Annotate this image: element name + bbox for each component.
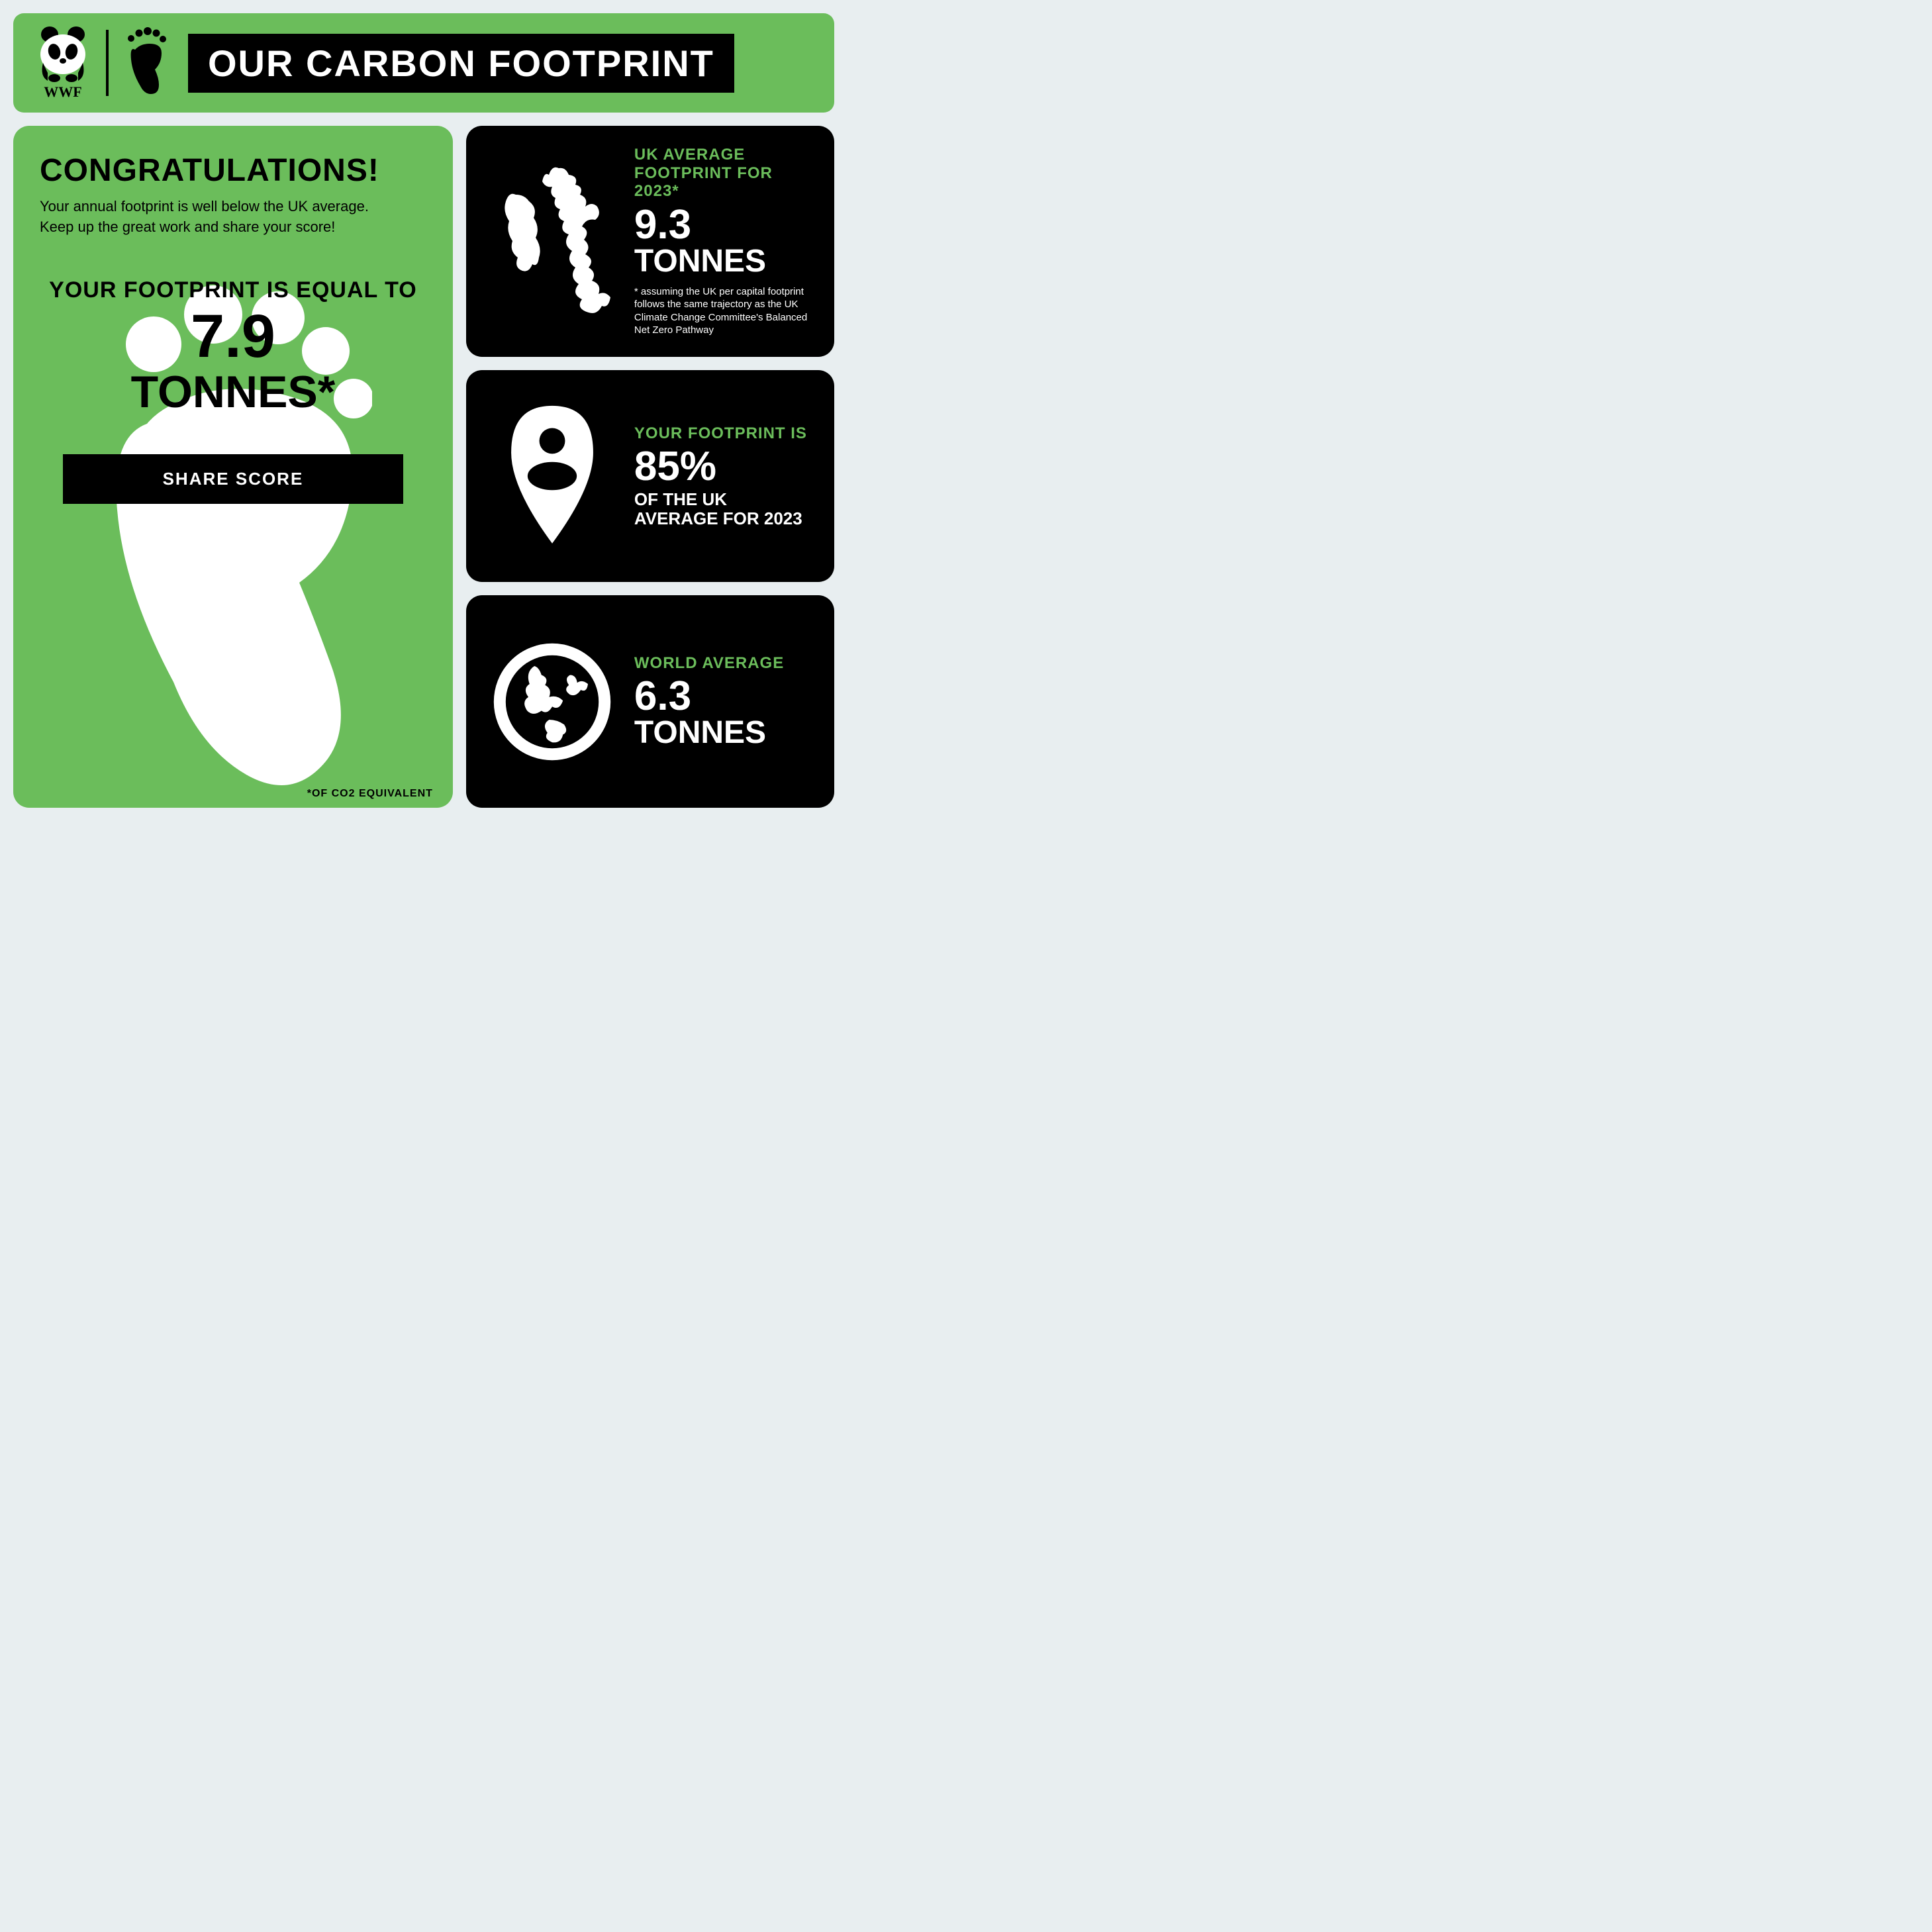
- person-pin-icon: [486, 393, 618, 559]
- world-value: 6.3: [634, 676, 814, 717]
- percent-value: 85%: [634, 446, 814, 487]
- header-bar: WWF OUR CARBON FOOTPRINT: [13, 13, 834, 113]
- wwf-panda-logo: WWF: [33, 26, 93, 99]
- footprint-label: YOUR FOOTPRINT IS EQUAL TO: [40, 277, 426, 303]
- content-grid: CONGRATULATIONS! Your annual footprint i…: [13, 126, 834, 808]
- co2-footnote: *OF CO2 EQUIVALENT: [307, 788, 433, 800]
- footprint-result: YOUR FOOTPRINT IS EQUAL TO 7.9 TONNES*: [40, 277, 426, 414]
- world-unit: TONNES: [634, 717, 814, 749]
- world-label: WORLD AVERAGE: [634, 654, 814, 673]
- uk-fineprint: * assuming the UK per capital footprint …: [634, 285, 814, 337]
- footprint-unit: TONNES*: [40, 369, 426, 414]
- uk-map-icon: [486, 158, 618, 324]
- stat-card-uk: UK AVERAGE FOOTPRINT FOR 2023* 9.3 TONNE…: [466, 126, 834, 357]
- congrats-heading: CONGRATULATIONS!: [40, 152, 426, 189]
- congrats-body: Your annual footprint is well below the …: [40, 197, 388, 238]
- uk-unit: TONNES: [634, 246, 814, 277]
- stat-card-world: WORLD AVERAGE 6.3 TONNES: [466, 595, 834, 808]
- percent-sub: OF THE UK AVERAGE FOR 2023: [634, 490, 814, 528]
- footprint-value: 7.9: [40, 306, 426, 367]
- logo-divider: [106, 30, 109, 96]
- svg-text:WWF: WWF: [44, 83, 81, 99]
- result-panel: CONGRATULATIONS! Your annual footprint i…: [13, 126, 453, 808]
- stats-column: UK AVERAGE FOOTPRINT FOR 2023* 9.3 TONNE…: [466, 126, 834, 808]
- uk-label: UK AVERAGE FOOTPRINT FOR 2023*: [634, 146, 814, 201]
- page-title: OUR CARBON FOOTPRINT: [188, 34, 734, 93]
- footprint-icon: [122, 26, 168, 99]
- globe-icon: [486, 619, 618, 785]
- percent-label: YOUR FOOTPRINT IS: [634, 424, 814, 443]
- share-score-button[interactable]: SHARE SCORE: [63, 454, 403, 504]
- uk-value: 9.3: [634, 205, 814, 246]
- logo-group: WWF: [33, 26, 168, 99]
- stat-card-percent: YOUR FOOTPRINT IS 85% OF THE UK AVERAGE …: [466, 370, 834, 583]
